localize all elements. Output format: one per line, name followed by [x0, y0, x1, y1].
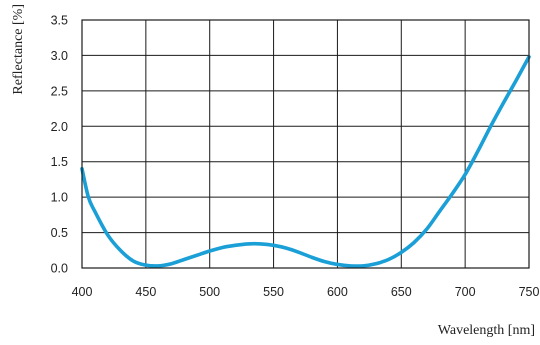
x-axis-label: Wavelength [nm]	[438, 323, 535, 338]
y-tick-label: 0.5	[51, 226, 68, 240]
grid	[81, 19, 530, 269]
y-tick-label: 3.5	[51, 14, 68, 28]
y-tick-label: 0.0	[51, 262, 68, 276]
plot-frame	[81, 19, 530, 269]
x-tick-label: 650	[391, 285, 412, 299]
y-tick-label: 2.0	[51, 120, 68, 134]
y-axis-label: Reflectance [%]	[11, 4, 26, 95]
x-tick-label: 600	[327, 285, 348, 299]
series-layer	[80, 55, 531, 268]
reflectance-curve	[80, 55, 531, 268]
tick-labels: 400 450 500 550 600 650 700 750 0.0 0.5 1.0 1.5 2.0 2…	[51, 14, 540, 300]
y-tick-label: 1.5	[51, 155, 68, 169]
y-tick-label: 2.5	[51, 84, 68, 98]
y-tick-label: 3.0	[51, 49, 68, 63]
x-tick-label: 750	[519, 285, 540, 299]
x-tick-label: 400	[72, 285, 93, 299]
y-tick-label: 1.0	[51, 191, 68, 205]
x-tick-label: 700	[455, 285, 476, 299]
x-tick-label: 500	[199, 285, 220, 299]
x-tick-label: 450	[135, 285, 156, 299]
x-tick-label: 550	[263, 285, 284, 299]
